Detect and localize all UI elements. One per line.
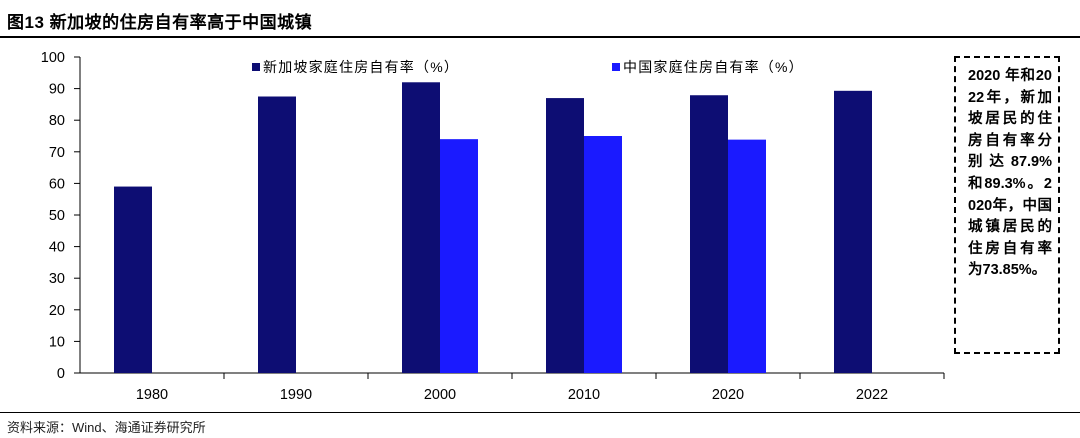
x-tick-label: 2010 bbox=[568, 387, 600, 403]
bar-china bbox=[440, 139, 478, 373]
bar-china bbox=[584, 136, 622, 373]
x-tick-label: 1980 bbox=[136, 387, 168, 403]
chart-legend: 新加坡家庭住房自有率（%） 中国家庭住房自有率（%） bbox=[252, 59, 804, 75]
title-divider bbox=[0, 36, 1080, 38]
x-tick-label: 2022 bbox=[856, 387, 888, 403]
bar-singapore bbox=[690, 95, 728, 374]
chart-axes: 0 10 20 30 40 50 60 70 80 90 100 1980 1990 2000 2010 20… bbox=[41, 50, 945, 403]
bar-singapore bbox=[114, 186, 152, 373]
bar-chart: 0 10 20 30 40 50 60 70 80 90 100 1980 1990 2000 2010 20… bbox=[41, 50, 945, 403]
bar-singapore bbox=[258, 96, 296, 373]
y-tick-label: 70 bbox=[49, 145, 65, 161]
y-tick-label: 100 bbox=[41, 50, 65, 66]
y-tick-label: 30 bbox=[49, 271, 65, 287]
y-tick-label: 10 bbox=[49, 334, 65, 350]
legend-label: 新加坡家庭住房自有率（%） bbox=[263, 59, 459, 75]
y-tick-label: 20 bbox=[49, 303, 65, 319]
bar-singapore bbox=[402, 82, 440, 373]
legend-swatch bbox=[252, 63, 260, 71]
x-tick-label: 1990 bbox=[280, 387, 312, 403]
y-tick-label: 60 bbox=[49, 176, 65, 192]
x-tick-label: 2020 bbox=[712, 387, 744, 403]
annotation-box: 2020 年和2022年，新加坡居民的住房自有率分别达87.9%和89.3%。2… bbox=[954, 56, 1060, 354]
legend-label: 中国家庭住房自有率（%） bbox=[623, 59, 804, 75]
y-tick-label: 80 bbox=[49, 113, 65, 129]
legend-swatch bbox=[612, 63, 620, 71]
footer-divider bbox=[0, 412, 1080, 413]
y-tick-label: 50 bbox=[49, 208, 65, 224]
bar-china bbox=[728, 139, 766, 373]
bar-singapore bbox=[834, 90, 872, 373]
y-tick-label: 90 bbox=[49, 82, 65, 98]
bar-singapore bbox=[546, 98, 584, 373]
y-tick-label: 0 bbox=[57, 366, 65, 382]
chart-bars bbox=[114, 82, 872, 374]
source-note: 资料来源：Wind、海通证券研究所 bbox=[7, 420, 206, 435]
figure-title: 图13 新加坡的住房自有率高于中国城镇 bbox=[7, 13, 313, 32]
y-tick-label: 40 bbox=[49, 240, 65, 256]
x-tick-label: 2000 bbox=[424, 387, 456, 403]
